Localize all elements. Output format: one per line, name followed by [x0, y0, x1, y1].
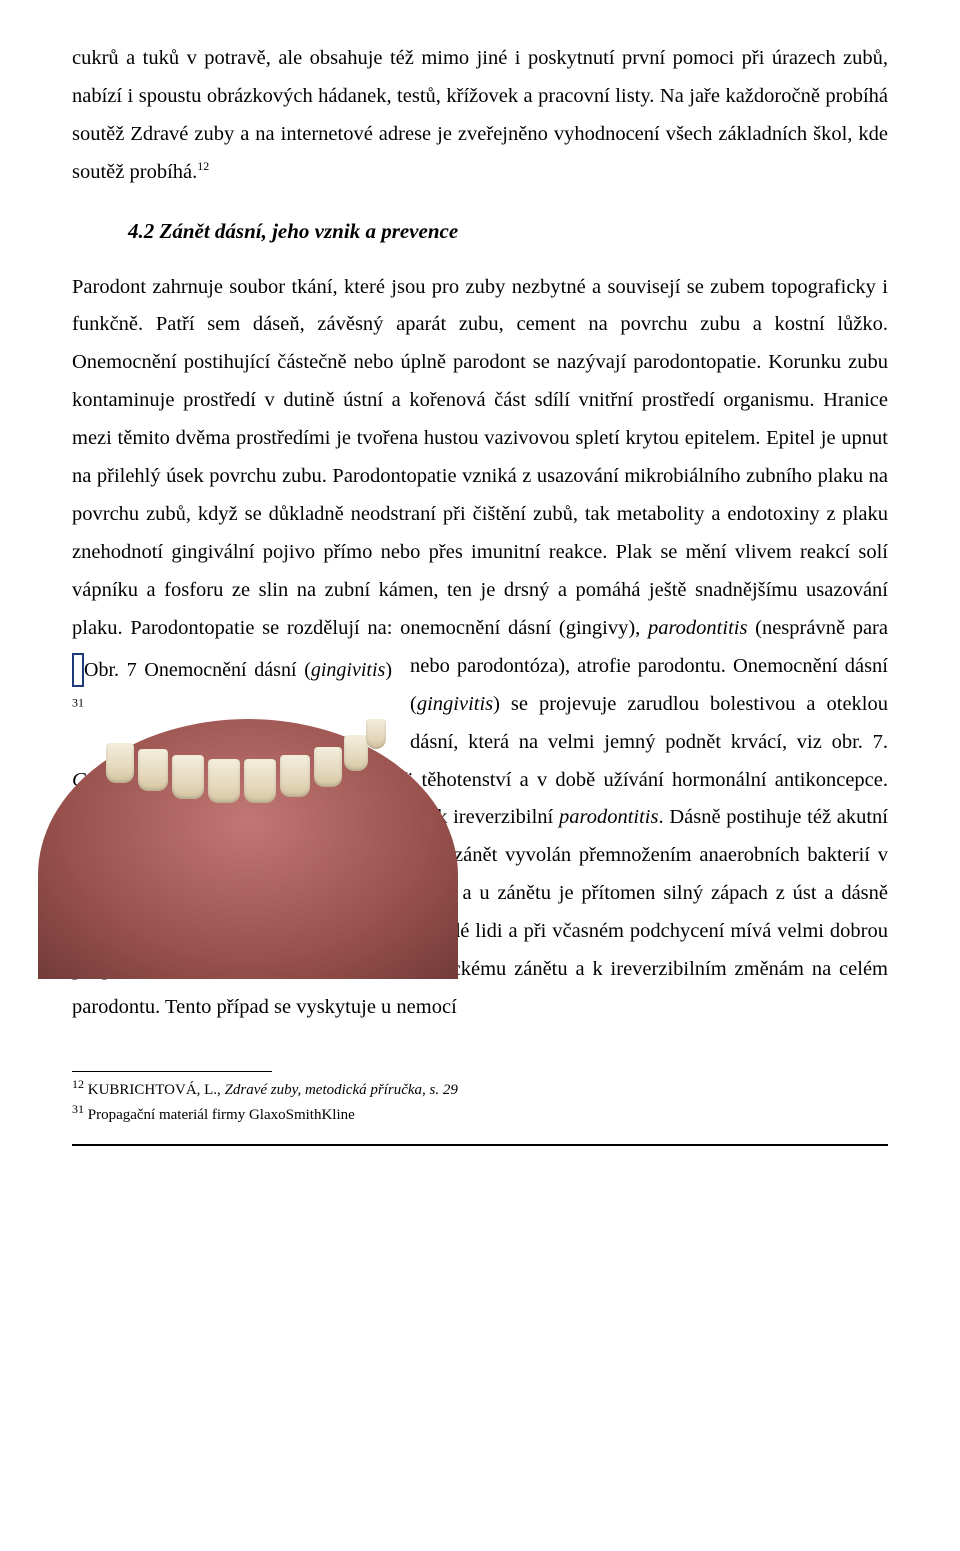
para1-text: cukrů a tuků v potravě, ale obsahuje též… — [72, 47, 888, 183]
footnote-12: 12 KUBRICHTOVÁ, L., Zdravé zuby, metodic… — [72, 1076, 888, 1101]
italic-parodontitis-2: parodontitis — [559, 806, 658, 828]
figure-7-caption: Obr. 7 Onemocnění dásní (gingivitis) 31 — [72, 659, 392, 719]
fn2-text: Propagační materiál firmy GlaxoSmithKlin… — [84, 1107, 355, 1123]
figure-7-box — [72, 653, 84, 687]
fn2-num: 31 — [72, 1102, 84, 1116]
footnotes-separator — [72, 1071, 272, 1072]
fn1-num: 12 — [72, 1077, 84, 1091]
caption-italic: gingivitis — [311, 659, 385, 681]
footnote-ref-12: 12 — [197, 159, 209, 173]
paragraph-intro: cukrů a tuků v potravě, ale obsahuje též… — [72, 40, 888, 192]
footnote-ref-31: 31 — [72, 695, 84, 709]
caption-b: ) — [385, 659, 392, 681]
paragraph-main: Parodont zahrnuje soubor tkání, které js… — [72, 269, 888, 1027]
italic-parodontitis-1: parodontitis — [648, 617, 747, 639]
fn1-a: KUBRICHTOVÁ, L., — [84, 1082, 225, 1098]
bottom-rule — [72, 1144, 888, 1146]
caption-a: Obr. 7 Onemocnění dásní ( — [84, 659, 311, 681]
para2-part-a: Parodont zahrnuje soubor tkání, které js… — [72, 276, 888, 639]
section-heading-4-2: 4.2 Zánět dásní, jeho vznik a prevence — [128, 212, 888, 251]
figure-7-wrap: Obr. 7 Onemocnění dásní (gingivitis) 31 — [72, 652, 392, 728]
italic-gingivitis-1: gingivitis — [417, 693, 493, 715]
fn1-italic: Zdravé zuby, metodická příručka, s. 29 — [225, 1082, 458, 1098]
document-page: cukrů a tuků v potravě, ale obsahuje též… — [0, 0, 960, 1186]
footnote-31: 31 Propagační materiál firmy GlaxoSmithK… — [72, 1101, 888, 1126]
